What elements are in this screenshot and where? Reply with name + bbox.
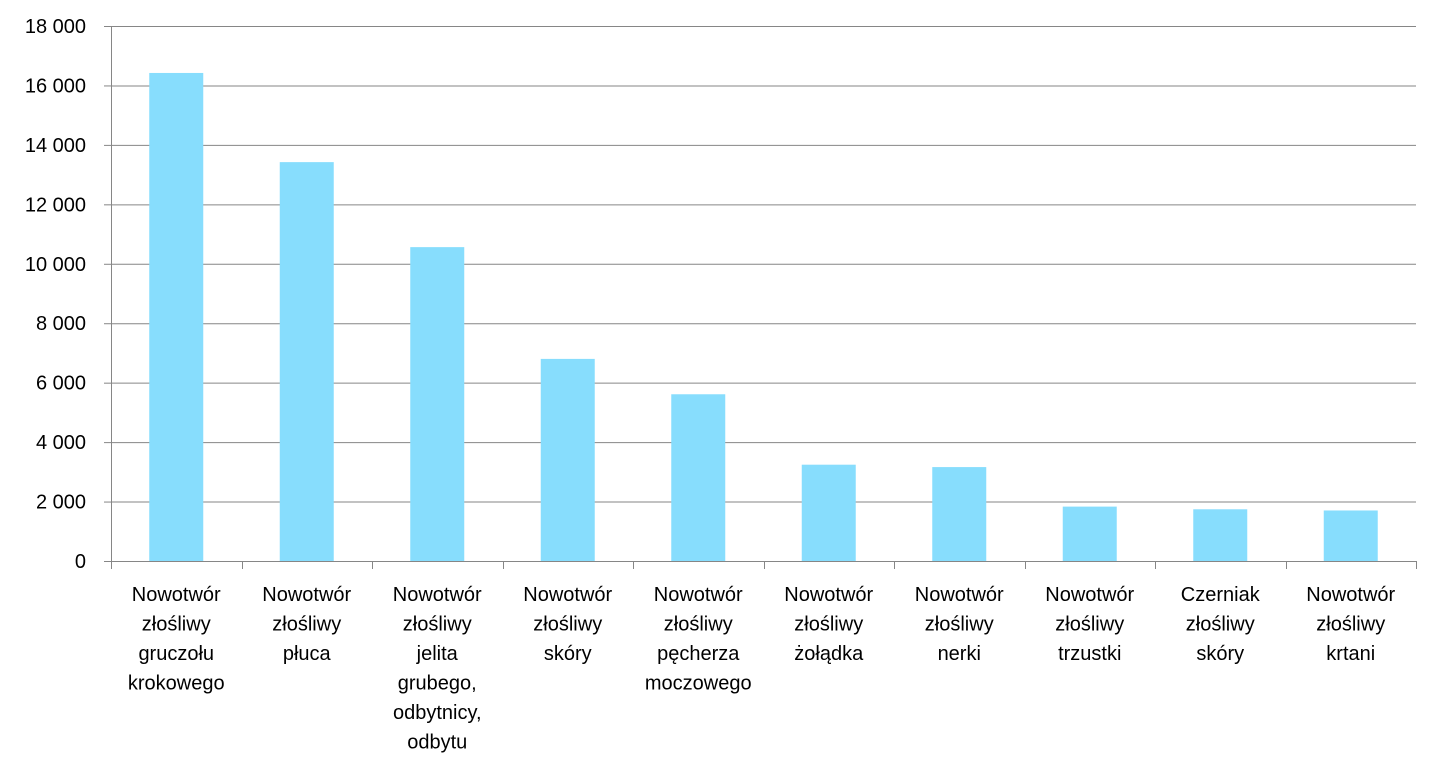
x-category-label-line: złośliwy [1186, 614, 1255, 636]
x-category-label-line: krtani [1326, 643, 1375, 665]
x-category-label-line: Czerniak [1181, 584, 1261, 606]
x-category-label-line: Nowotwór [1306, 584, 1395, 606]
x-category-label-line: złośliwy [272, 614, 341, 636]
x-category-label: Nowotwór złośliwy nerki [915, 584, 1004, 665]
x-category-label-line: Nowotwór [784, 584, 873, 606]
labels: 0 2 000 4 000 6 000 8 000 10 000 12 000 14 000 1… [25, 16, 1396, 754]
x-category-label: Nowotwór złośliwy trzustki [1045, 584, 1134, 665]
bar [671, 394, 726, 561]
bar [1193, 509, 1248, 561]
x-category-label: Nowotwór złośliwy żołądka [784, 584, 873, 665]
x-category-label-line: skóry [1196, 643, 1244, 665]
y-tick-label: 8 000 [36, 313, 86, 335]
bar [149, 72, 204, 561]
x-category-label-line: moczowego [645, 673, 752, 695]
x-category-label-line: skóry [544, 643, 592, 665]
y-tick-label: 0 [75, 551, 86, 573]
x-category-label: Nowotwór złośliwy krtani [1306, 584, 1395, 665]
x-category-label-line: gruczołu [138, 643, 214, 665]
x-category-label: Nowotwór złośliwy jelita grubego, odbytnicy,… [393, 584, 482, 754]
y-tick-label: 18 000 [25, 16, 86, 38]
x-category-label-line: Nowotwór [523, 584, 612, 606]
y-tick-label: 16 000 [25, 75, 86, 97]
y-tick-label: 4 000 [36, 432, 86, 454]
x-category-label-line: złośliwy [1055, 614, 1124, 636]
bar [540, 358, 595, 561]
x-category-label-line: złośliwy [925, 614, 994, 636]
x-category-label-line: złośliwy [1316, 614, 1385, 636]
x-category-label-line: pęcherza [657, 643, 740, 665]
x-category-label-line: Nowotwór [262, 584, 351, 606]
x-category-label-line: złośliwy [142, 614, 211, 636]
x-category-label-line: płuca [283, 643, 332, 665]
y-tick-label: 12 000 [25, 194, 86, 216]
x-category-label-line: odbytnicy, [393, 702, 482, 724]
x-category-label-line: Nowotwór [132, 584, 221, 606]
x-category-label-line: żołądka [794, 643, 864, 665]
bar [1323, 510, 1378, 561]
x-category-label-line: krokowego [128, 673, 225, 695]
x-category-label-line: złośliwy [533, 614, 602, 636]
x-category-label-line: złośliwy [664, 614, 733, 636]
bar [1062, 506, 1117, 561]
bar [801, 464, 856, 561]
axes [104, 26, 1417, 569]
x-category-label-line: Nowotwór [393, 584, 482, 606]
x-category-label: Nowotwór złośliwy gruczołu krokowego [128, 584, 225, 695]
y-tick-label: 2 000 [36, 492, 86, 514]
bar [279, 162, 334, 561]
y-tick-label: 10 000 [25, 254, 86, 276]
y-tick-label: 14 000 [25, 135, 86, 157]
bar [410, 247, 465, 561]
bar [932, 467, 987, 561]
x-category-label: Nowotwór złośliwy płuca [262, 584, 351, 665]
x-category-label-line: złośliwy [794, 614, 863, 636]
x-category-label-line: jelita [416, 643, 459, 665]
x-category-label-line: odbytu [407, 732, 467, 754]
y-tick-label: 6 000 [36, 373, 86, 395]
x-category-label-line: złośliwy [403, 614, 472, 636]
x-category-label-line: Nowotwór [1045, 584, 1134, 606]
x-category-label-line: nerki [938, 643, 981, 665]
x-category-label-line: trzustki [1058, 643, 1121, 665]
x-category-label-line: Nowotwór [915, 584, 1004, 606]
bars [149, 72, 1378, 561]
x-category-label: Nowotwór złośliwy pęcherza moczowego [645, 584, 752, 695]
x-category-label: Nowotwór złośliwy skóry [523, 584, 612, 665]
x-category-label-line: Nowotwór [654, 584, 743, 606]
x-category-label-line: grubego, [398, 673, 477, 695]
x-category-label: Czerniak złośliwy skóry [1181, 584, 1261, 665]
